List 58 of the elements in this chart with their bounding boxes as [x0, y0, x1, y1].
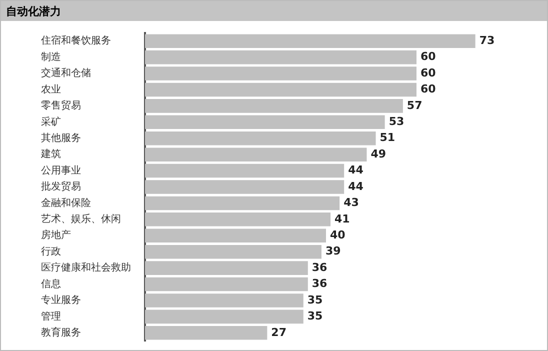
data-label: 40: [330, 228, 346, 242]
y-tick-label: 其他服务: [41, 132, 81, 144]
y-tick-label: 医疗健康和社会救助: [41, 262, 131, 274]
bar: [145, 66, 416, 80]
data-label: 73: [479, 34, 495, 47]
y-tick-label: 专业服务: [41, 294, 81, 306]
bar: [145, 212, 331, 226]
bar: [145, 244, 322, 259]
bar: [145, 99, 403, 113]
data-label: 27: [271, 326, 286, 339]
bar: [145, 228, 326, 243]
bar: [145, 131, 376, 146]
data-label: 41: [334, 212, 350, 226]
bar: [145, 277, 308, 292]
data-label: 35: [307, 310, 323, 323]
y-tick-label: 艺术、娱乐、休闲: [41, 213, 121, 226]
bar: [145, 115, 385, 130]
bar: [145, 326, 268, 340]
bar: [145, 196, 340, 210]
data-label: 49: [370, 147, 386, 160]
y-tick-label: 农业: [41, 83, 61, 96]
data-label: 36: [312, 260, 328, 274]
y-tick-label: 住宿和餐饮服务: [41, 34, 111, 47]
bar: [145, 261, 308, 275]
y-tick-label: 交通和仓储: [41, 67, 91, 80]
data-label: 36: [312, 277, 328, 290]
data-label: 60: [420, 66, 436, 80]
bar: [145, 82, 416, 97]
data-label: 60: [420, 50, 436, 64]
y-tick-label: 制造: [41, 50, 61, 63]
y-tick-label: 教育服务: [41, 326, 81, 338]
bar: [145, 34, 476, 48]
data-label: 44: [348, 164, 364, 177]
y-tick-label: 行政: [41, 246, 61, 258]
y-tick-label: 管理: [41, 311, 61, 322]
y-tick-label: 采矿: [41, 116, 61, 128]
y-tick-label: 公用事业: [41, 164, 81, 176]
y-tick-label: 金融和保险: [41, 196, 91, 209]
bar: [145, 294, 304, 308]
y-tick-label: 建筑: [40, 148, 61, 160]
bar: [145, 50, 416, 64]
bar: [145, 310, 304, 324]
y-tick-label: 房地产: [41, 229, 71, 242]
bar: [145, 180, 344, 194]
data-label: 39: [325, 244, 341, 258]
data-label: 51: [380, 131, 396, 144]
data-label: 44: [348, 180, 364, 193]
bar: [145, 164, 344, 178]
data-label: 35: [307, 293, 323, 306]
data-label: 57: [406, 98, 422, 112]
text: 自动化潜力: [1, 1, 547, 21]
y-tick-label: 批发贸易: [41, 180, 81, 193]
data-label: 60: [420, 82, 436, 96]
bar: [145, 148, 367, 162]
y-tick-label: 信息: [41, 278, 61, 290]
y-tick-label: 零售贸易: [41, 100, 81, 112]
data-label: 53: [388, 115, 404, 128]
data-label: 43: [344, 196, 359, 210]
